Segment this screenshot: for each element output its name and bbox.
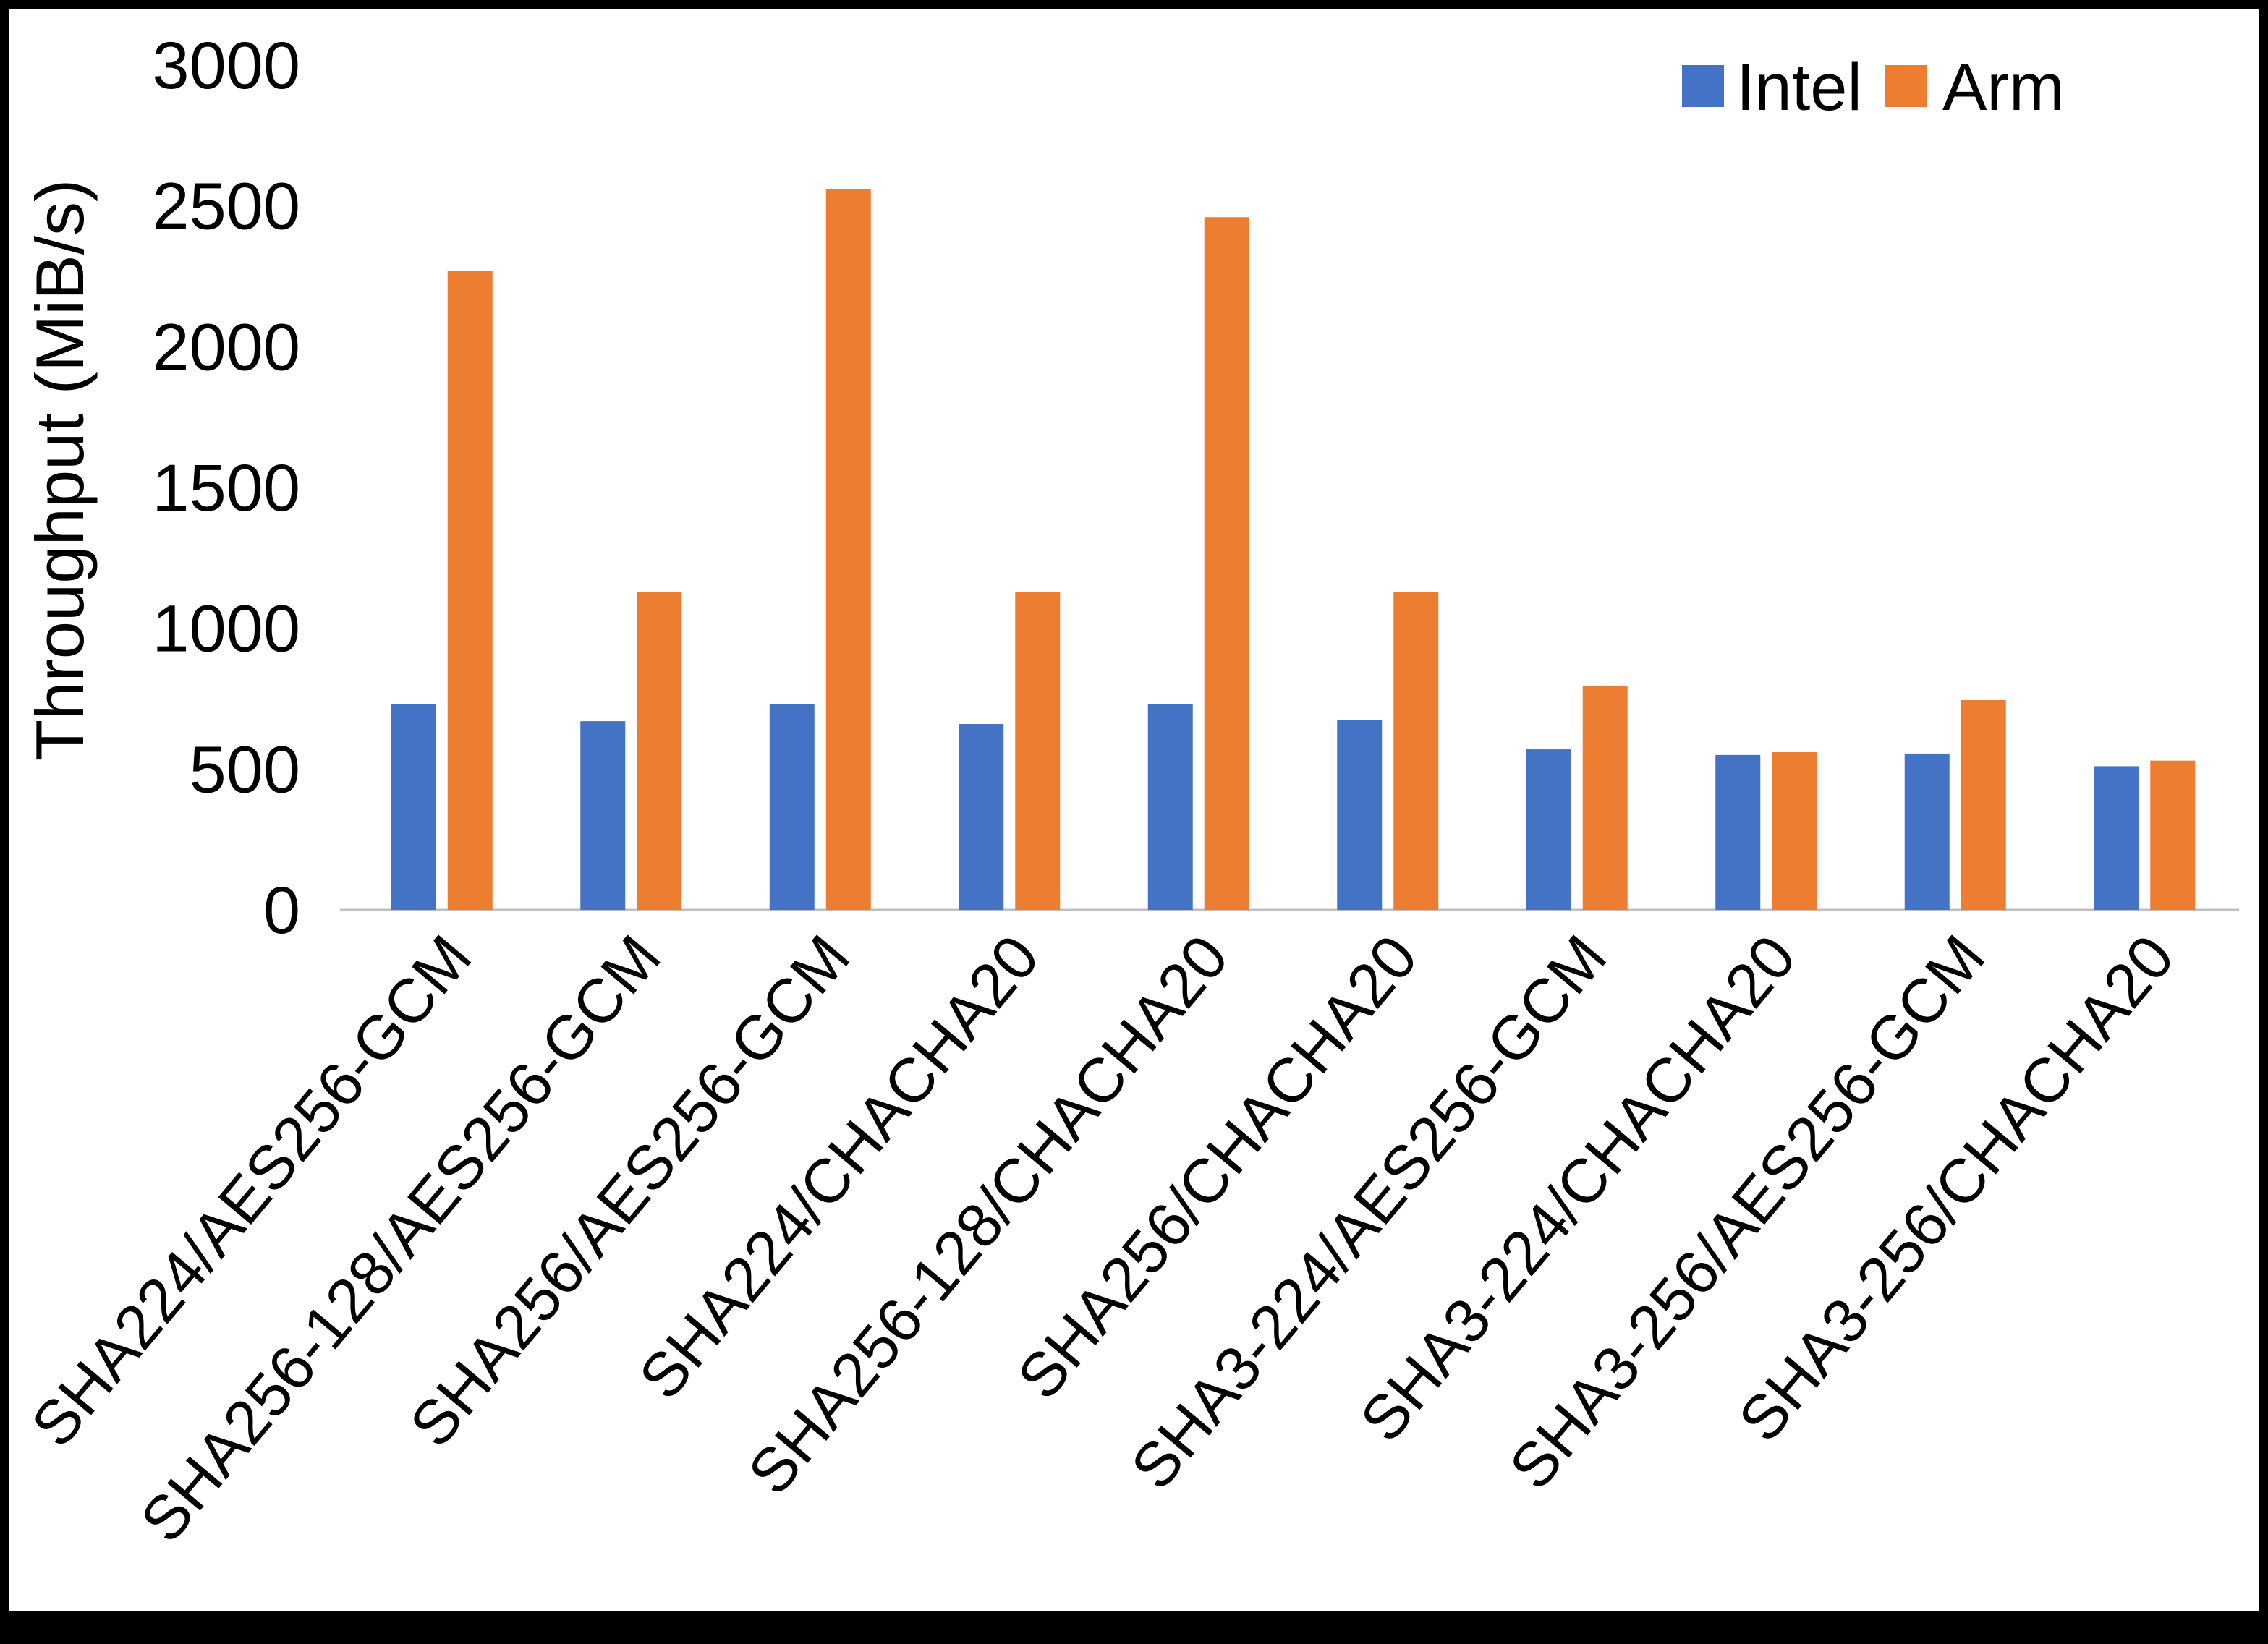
y-tick-label: 3000 xyxy=(152,29,300,103)
bar-arm-0 xyxy=(447,271,493,910)
y-tick-label: 1000 xyxy=(152,592,300,666)
legend-label-intel: Intel xyxy=(1736,51,1862,124)
y-tick-label: 2000 xyxy=(152,310,300,384)
frame-bottom xyxy=(0,1611,2268,1644)
bar-intel-6 xyxy=(1526,749,1571,910)
y-tick-label: 0 xyxy=(263,874,300,947)
bar-arm-6 xyxy=(1582,686,1628,910)
y-tick-label: 500 xyxy=(190,733,301,806)
y-tick-label: 1500 xyxy=(152,451,300,525)
legend-label-arm: Arm xyxy=(1942,51,2065,124)
bar-intel-9 xyxy=(2094,766,2139,910)
bar-intel-1 xyxy=(580,721,626,910)
bar-arm-2 xyxy=(825,189,871,911)
bar-arm-5 xyxy=(1393,592,1439,910)
y-tick-label: 2500 xyxy=(152,170,300,244)
bar-arm-7 xyxy=(1772,751,1817,910)
legend-swatch-intel xyxy=(1682,65,1724,107)
frame-left xyxy=(0,0,9,1644)
bar-arm-3 xyxy=(1015,592,1061,910)
bar-arm-1 xyxy=(637,592,682,910)
legend-swatch-arm xyxy=(1885,65,1927,107)
y-axis-title: Throughput (MiB/s) xyxy=(22,179,98,762)
bar-arm-4 xyxy=(1204,217,1249,910)
frame-top xyxy=(0,0,2268,9)
bar-intel-0 xyxy=(391,704,436,910)
frame-right xyxy=(2259,0,2268,1644)
bar-arm-8 xyxy=(1961,699,2006,910)
bar-intel-7 xyxy=(1715,754,1761,910)
bar-intel-5 xyxy=(1337,720,1383,910)
bar-arm-9 xyxy=(2150,760,2196,910)
bar-intel-2 xyxy=(769,704,815,910)
bar-intel-8 xyxy=(1904,753,1950,910)
bar-intel-3 xyxy=(959,724,1004,910)
bar-intel-4 xyxy=(1147,704,1193,910)
